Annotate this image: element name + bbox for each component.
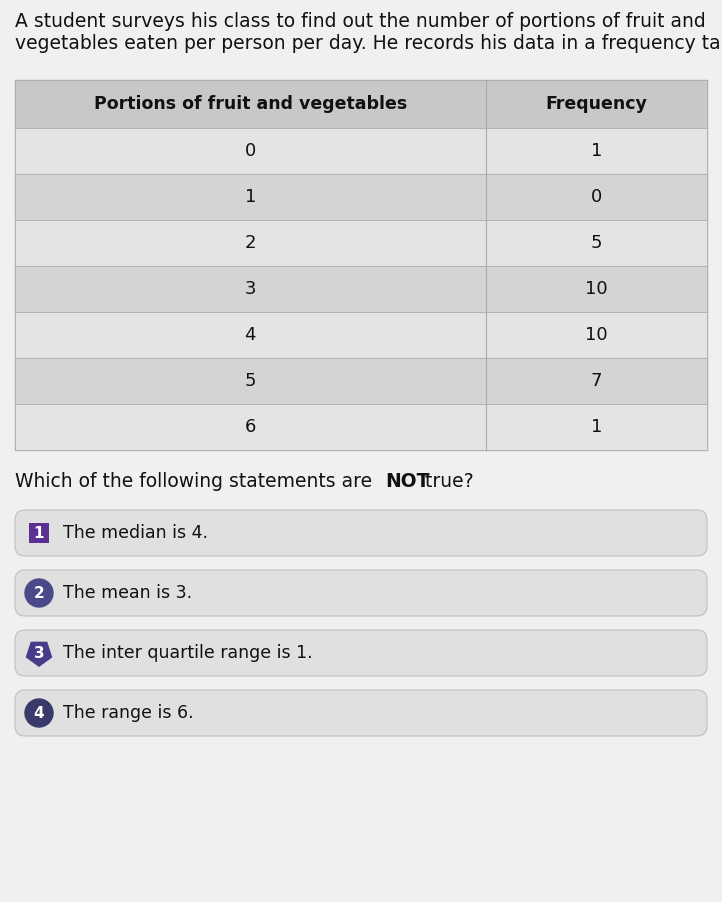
Text: 5: 5 — [591, 234, 602, 252]
Text: 5: 5 — [245, 372, 256, 390]
Text: 3: 3 — [245, 280, 256, 298]
Bar — [15, 128, 707, 174]
Text: 3: 3 — [34, 646, 44, 660]
Bar — [15, 80, 707, 450]
Text: true?: true? — [419, 472, 474, 491]
Text: 2: 2 — [245, 234, 256, 252]
Text: A student surveys his class to find out the number of portions of fruit and: A student surveys his class to find out … — [15, 12, 705, 31]
Bar — [15, 312, 707, 358]
Bar — [15, 174, 707, 220]
FancyBboxPatch shape — [15, 690, 707, 736]
Text: 1: 1 — [245, 188, 256, 206]
Text: The inter quartile range is 1.: The inter quartile range is 1. — [63, 644, 313, 662]
Text: 4: 4 — [34, 705, 44, 721]
Text: The median is 4.: The median is 4. — [63, 524, 208, 542]
Text: vegetables eaten per person per day. He records his data in a frequency table:: vegetables eaten per person per day. He … — [15, 34, 722, 53]
Text: 0: 0 — [245, 142, 256, 160]
Text: NOT: NOT — [386, 472, 430, 491]
Text: Which of the following statements are: Which of the following statements are — [15, 472, 378, 491]
Text: The mean is 3.: The mean is 3. — [63, 584, 192, 602]
Circle shape — [25, 699, 53, 727]
Bar — [15, 404, 707, 450]
Text: 10: 10 — [585, 280, 608, 298]
Text: 0: 0 — [591, 188, 602, 206]
FancyBboxPatch shape — [15, 510, 707, 556]
Text: Portions of fruit and vegetables: Portions of fruit and vegetables — [94, 95, 407, 113]
Bar — [15, 80, 707, 128]
Text: Frequency: Frequency — [545, 95, 647, 113]
FancyBboxPatch shape — [15, 630, 707, 676]
Bar — [15, 358, 707, 404]
Text: The range is 6.: The range is 6. — [63, 704, 193, 722]
Text: 1: 1 — [591, 418, 602, 436]
FancyBboxPatch shape — [15, 570, 707, 616]
Text: 4: 4 — [245, 326, 256, 344]
Bar — [15, 266, 707, 312]
Text: 10: 10 — [585, 326, 608, 344]
Text: 1: 1 — [591, 142, 602, 160]
Bar — [15, 220, 707, 266]
Text: 1: 1 — [34, 526, 44, 540]
Circle shape — [25, 579, 53, 607]
Text: 6: 6 — [245, 418, 256, 436]
Text: 7: 7 — [591, 372, 602, 390]
Text: 2: 2 — [34, 585, 44, 601]
